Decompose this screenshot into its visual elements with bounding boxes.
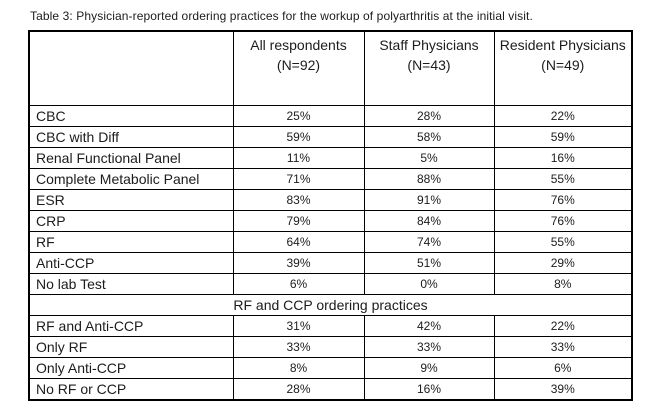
table-row: No RF or CCP 28% 16% 39% — [28, 378, 633, 401]
section-header-label: RF and CCP ordering practices — [28, 294, 633, 316]
table-caption: Table 3: Physician-reported ordering pra… — [30, 9, 533, 23]
row-label: Renal Functional Panel — [28, 147, 234, 169]
ordering-practices-table: All respondents (N=92) Staff Physicians … — [28, 30, 633, 401]
row-value: 22% — [493, 315, 633, 337]
row-value: 74% — [363, 231, 495, 253]
row-value: 59% — [493, 126, 633, 148]
row-value: 55% — [493, 231, 633, 253]
column-title: Resident Physicians — [499, 37, 626, 53]
row-label: CBC with Diff — [28, 126, 234, 148]
row-value: 55% — [493, 168, 633, 190]
row-value: 42% — [363, 315, 495, 337]
row-label: CRP — [28, 210, 234, 232]
section-header-row: RF and CCP ordering practices — [28, 294, 633, 316]
column-n: (N=43) — [407, 57, 451, 73]
row-value: 28% — [232, 378, 365, 401]
row-value: 33% — [493, 336, 633, 358]
row-value: 11% — [232, 147, 365, 169]
column-title: Staff Physicians — [379, 37, 479, 53]
row-value: 91% — [363, 189, 495, 211]
row-value: 31% — [232, 315, 365, 337]
row-value: 25% — [232, 105, 365, 127]
column-n: (N=49) — [541, 57, 585, 73]
row-label: Only Anti-CCP — [28, 357, 234, 379]
row-value: 83% — [232, 189, 365, 211]
row-value: 71% — [232, 168, 365, 190]
row-value: 59% — [232, 126, 365, 148]
header-cell-staff-physicians: Staff Physicians (N=43) — [363, 30, 495, 106]
table-row: CBC with Diff 59% 58% 59% — [28, 126, 633, 148]
row-label: Anti-CCP — [28, 252, 234, 274]
table-row: RF and Anti-CCP 31% 42% 22% — [28, 315, 633, 337]
table-row: Renal Functional Panel 11% 5% 16% — [28, 147, 633, 169]
header-row: All respondents (N=92) Staff Physicians … — [28, 30, 633, 106]
row-value: 5% — [363, 147, 495, 169]
table-row: Anti-CCP 39% 51% 29% — [28, 252, 633, 274]
row-label: ESR — [28, 189, 234, 211]
row-value: 76% — [493, 189, 633, 211]
row-value: 84% — [363, 210, 495, 232]
row-value: 79% — [232, 210, 365, 232]
row-value: 6% — [232, 273, 365, 295]
table-row: No lab Test 6% 0% 8% — [28, 273, 633, 295]
header-cell-resident-physicians: Resident Physicians (N=49) — [493, 30, 633, 106]
table-row: Complete Metabolic Panel 71% 88% 55% — [28, 168, 633, 190]
row-label: RF and Anti-CCP — [28, 315, 234, 337]
row-value: 28% — [363, 105, 495, 127]
row-label: No RF or CCP — [28, 378, 234, 401]
row-value: 33% — [232, 336, 365, 358]
row-value: 16% — [363, 378, 495, 401]
table-row: ESR 83% 91% 76% — [28, 189, 633, 211]
column-n: (N=92) — [276, 57, 321, 73]
row-value: 9% — [363, 357, 495, 379]
row-value: 76% — [493, 210, 633, 232]
row-value: 39% — [493, 378, 633, 401]
table-row: CRP 79% 84% 76% — [28, 210, 633, 232]
table-row: Only RF 33% 33% 33% — [28, 336, 633, 358]
table-row: Only Anti-CCP 8% 9% 6% — [28, 357, 633, 379]
row-value: 16% — [493, 147, 633, 169]
row-value: 8% — [232, 357, 365, 379]
row-value: 58% — [363, 126, 495, 148]
row-label: CBC — [28, 105, 234, 127]
column-title: All respondents — [250, 37, 347, 53]
row-value: 0% — [363, 273, 495, 295]
table-row: RF 64% 74% 55% — [28, 231, 633, 253]
row-value: 8% — [493, 273, 633, 295]
row-value: 88% — [363, 168, 495, 190]
header-cell-all-respondents: All respondents (N=92) — [232, 30, 365, 106]
header-cell-empty — [28, 30, 234, 106]
row-label: Complete Metabolic Panel — [28, 168, 234, 190]
row-value: 29% — [493, 252, 633, 274]
row-value: 51% — [363, 252, 495, 274]
row-value: 64% — [232, 231, 365, 253]
row-value: 22% — [493, 105, 633, 127]
table-row: CBC 25% 28% 22% — [28, 105, 633, 127]
row-label: No lab Test — [28, 273, 234, 295]
row-label: RF — [28, 231, 234, 253]
row-value: 33% — [363, 336, 495, 358]
row-label: Only RF — [28, 336, 234, 358]
row-value: 6% — [493, 357, 633, 379]
row-value: 39% — [232, 252, 365, 274]
